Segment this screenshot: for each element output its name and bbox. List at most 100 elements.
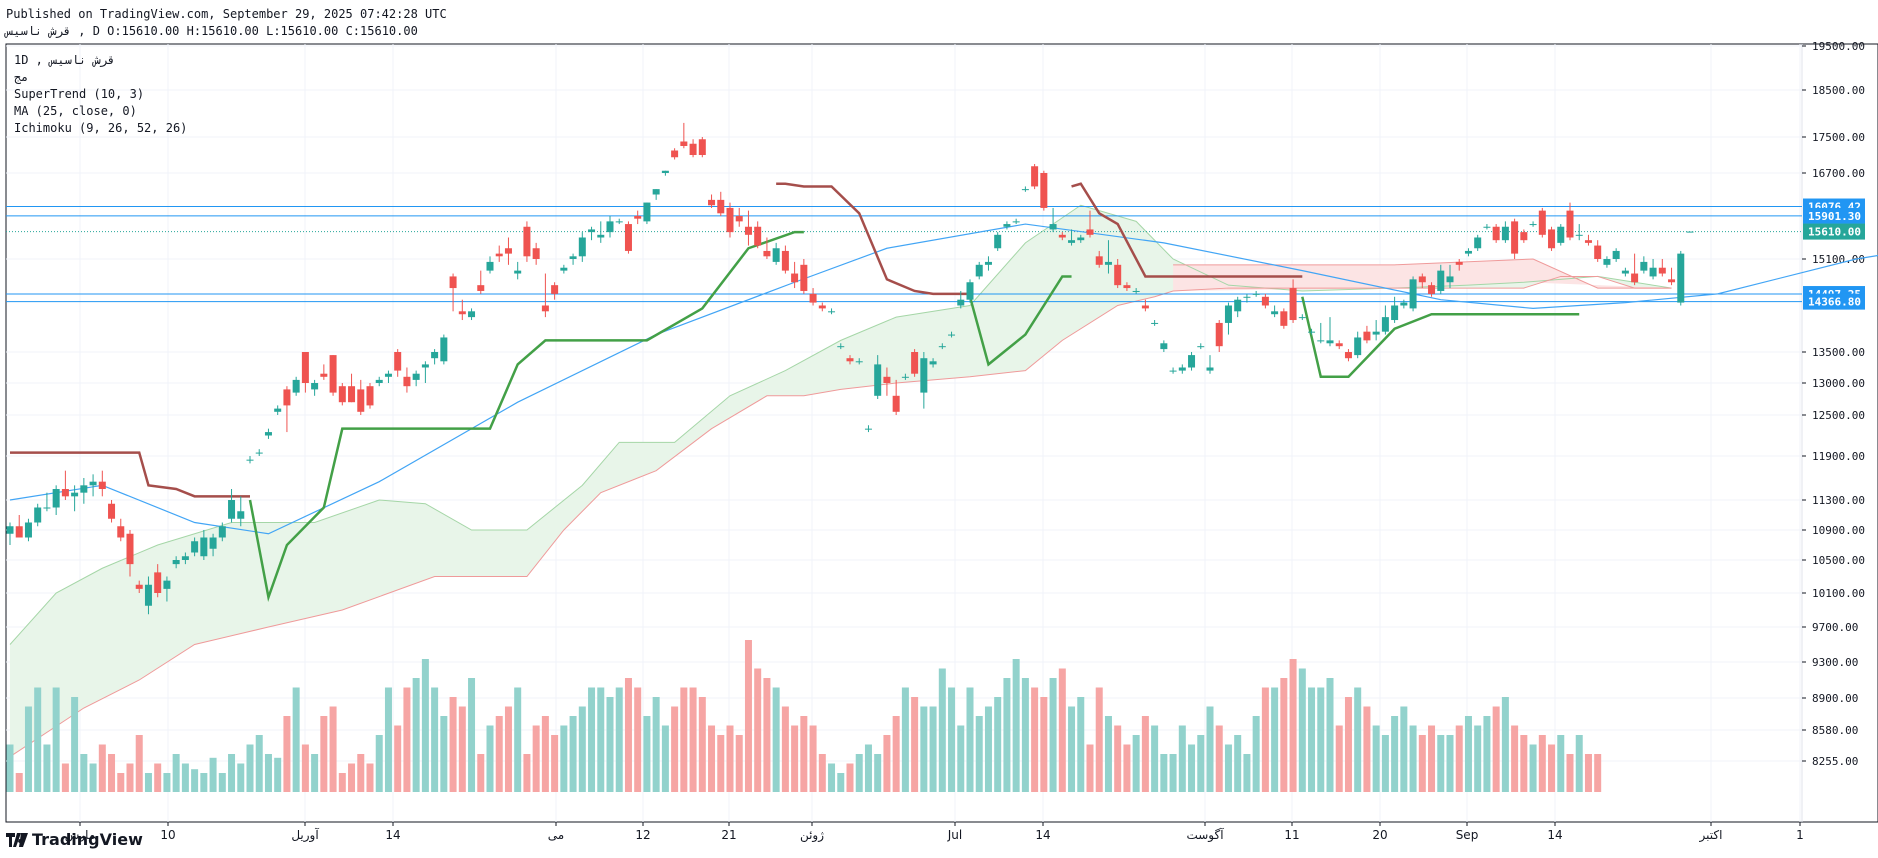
candle-body [24,522,32,538]
candle-body [71,492,79,497]
candle-body [1612,250,1620,259]
volume-bar [126,763,134,792]
candle-body [1095,256,1103,265]
candle-body [1252,293,1260,295]
volume-bar [1511,725,1519,792]
candle-body [477,285,485,291]
candle-body [172,560,180,565]
volume-bar [883,735,891,792]
tradingview-brand[interactable]: TradingView [6,830,143,849]
candle-body [624,224,632,251]
volume-bar [15,773,23,792]
candle-body [191,541,199,553]
volume-bar [1234,735,1242,792]
candle-body [1344,352,1352,359]
volume-bar [43,744,51,792]
candle-body [1538,210,1546,235]
legend-exchange: مج [14,70,29,84]
candle-body [283,389,291,406]
volume-bar [560,725,568,792]
volume-bar [384,687,392,792]
volume-bar [1086,744,1094,792]
y-tick-label: 15100.00 [1812,253,1865,266]
volume-bar [1058,668,1066,792]
candle-body [1455,261,1463,265]
candle-body [754,226,762,246]
candle-body [338,386,346,403]
candle-body [366,386,374,406]
volume-bar [1104,716,1112,792]
volume-bar [1538,735,1546,792]
volume-bar [89,763,97,792]
x-tick-label: اکتبر [1699,828,1723,843]
volume-bar [191,769,199,792]
candle-body [920,358,928,393]
candle-body [1298,317,1306,319]
candle-body [1529,224,1537,226]
candle-body [117,526,125,538]
candle-body [126,533,134,565]
volume-bar [1003,678,1011,792]
legend-supertrend[interactable]: SuperTrend (10, 3) [14,87,145,101]
volume-bar [966,687,974,792]
candle-body [772,248,780,262]
volume-bar [1261,687,1269,792]
volume-bar [61,763,69,792]
candle-body [458,311,466,315]
volume-bar [874,754,882,792]
y-tick-label: 19500.00 [1812,40,1865,53]
candle-body [615,221,623,223]
candle-body [864,428,872,430]
chart-header: Published on TradingView.com, September … [6,6,447,40]
volume-bar [569,716,577,792]
supertrend-up-line [1301,296,1580,379]
volume-bar [791,725,799,792]
y-tick-label: 11300.00 [1812,494,1865,507]
candle-body [551,285,559,294]
volume-bar [1381,735,1389,792]
volume-bar [578,706,586,792]
volume-bar [403,687,411,792]
candle-body [1686,231,1694,233]
candle-body [680,141,688,146]
candle-body [1621,270,1629,274]
x-tick-label: 21 [721,828,736,842]
candle-body [486,261,494,271]
candle-body [274,408,282,412]
legend-ma[interactable]: MA (25, close, 0) [14,104,137,118]
y-tick-label: 18500.00 [1812,84,1865,97]
candle-body [652,189,660,195]
candle-body [837,346,845,348]
supertrend-up-line [248,230,804,603]
candle-body [791,273,799,283]
candle-body [735,216,743,222]
y-tick-label: 17500.00 [1812,131,1865,144]
legend-ichimoku[interactable]: Ichimoku (9, 26, 52, 26) [14,121,188,135]
supertrend-down-line [10,451,250,498]
volume-bar [800,716,808,792]
volume-bar [818,754,826,792]
x-tick-label: 12 [635,828,650,842]
candle-body [828,311,836,313]
volume-bar [809,725,817,792]
x-tick-label: 1 [1796,828,1804,842]
y-tick-label: 16700.00 [1812,167,1865,180]
candle-body [421,364,429,368]
volume-bar [1151,725,1159,792]
candle-body [301,352,309,383]
candle-body [1077,237,1085,241]
y-tick-label: 9300.00 [1812,656,1858,669]
supertrend-up-line [968,275,1072,367]
volume-bar [1169,754,1177,792]
candle-body [1289,288,1297,321]
x-tick-label: 10 [160,828,175,842]
volume-bar [1040,697,1048,792]
candle-body [1261,296,1269,306]
volume-bar [1031,687,1039,792]
candle-body [15,526,23,538]
volume-bar [1077,697,1085,792]
candle-body [394,352,402,371]
volume-bar [920,706,928,792]
volume-bar [1363,706,1371,792]
